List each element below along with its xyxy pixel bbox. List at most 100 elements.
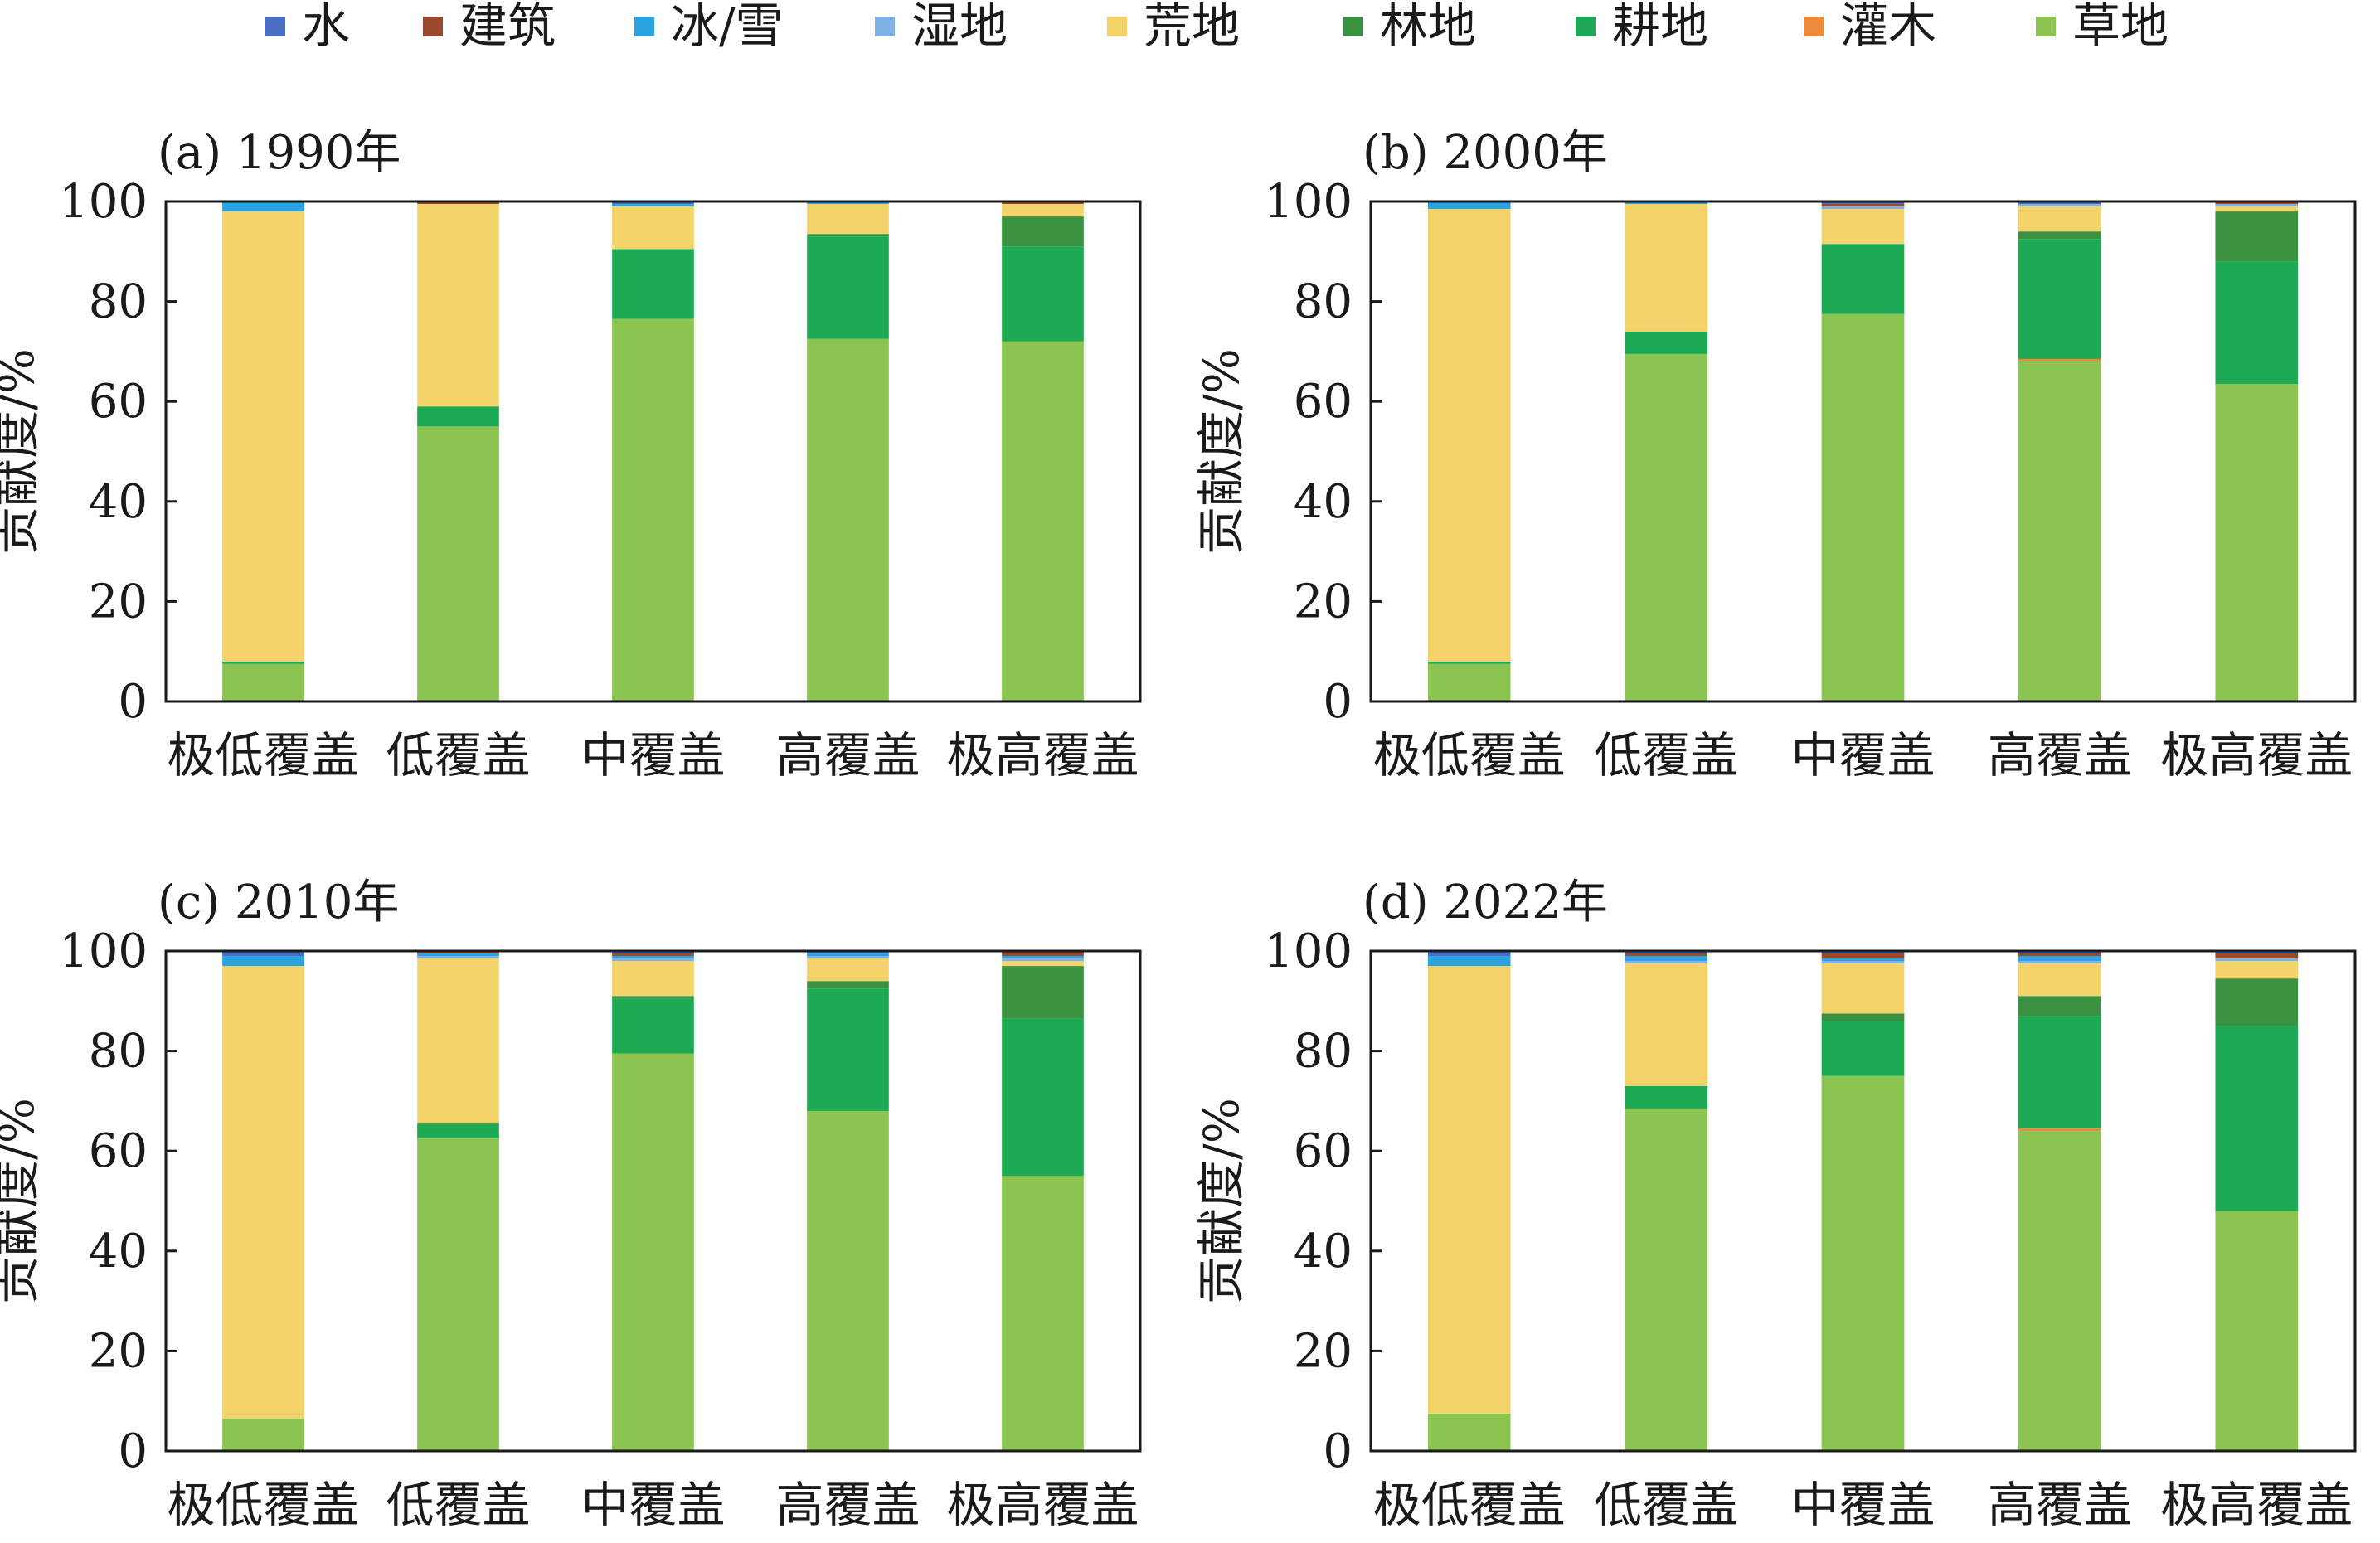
legend-swatch (265, 17, 285, 36)
bar-segment (1002, 204, 1084, 217)
legend-item: 水 (265, 0, 350, 54)
legend-swatch (1343, 17, 1363, 36)
bar-segment (222, 201, 304, 212)
x-tick-label: 极高覆盖 (946, 1477, 1139, 1533)
x-tick-label: 低覆盖 (1594, 727, 1738, 784)
legend: 水 建筑 冰/雪 湿地 荒地 林地 耕地 灌木 草地 (265, 0, 2169, 54)
legend-item: 荒地 (1107, 0, 1240, 54)
y-tick-label: 100 (59, 924, 148, 978)
bar-segment (1625, 1108, 1707, 1451)
bar-segment (417, 951, 499, 954)
plot-frame (164, 200, 1142, 703)
y-tick-label: 80 (89, 275, 148, 329)
legend-label: 灌木 (1840, 0, 1936, 54)
x-tick-label: 极低覆盖 (1373, 1477, 1566, 1533)
bar-segment (1427, 201, 1511, 210)
bar-segment (612, 958, 694, 962)
bar-segment (417, 201, 499, 205)
bar-segment (1002, 216, 1084, 247)
bar-segment (1427, 209, 1511, 662)
y-tick-label: 60 (89, 375, 148, 429)
y-tick-label: 40 (89, 475, 148, 529)
bar-segment (807, 338, 889, 701)
x-tick-label: 高覆盖 (775, 1477, 920, 1533)
bar-segment (1427, 956, 1511, 967)
x-tick-label: 低覆盖 (1594, 1477, 1738, 1533)
y-tick-label: 0 (1323, 675, 1353, 729)
bar-segment (1002, 1018, 1084, 1177)
bar-segment (2215, 206, 2299, 212)
legend-item: 耕地 (1576, 0, 1708, 54)
bar-segment (2215, 211, 2299, 262)
bar-segment (2215, 951, 2299, 954)
bar-segment (222, 966, 304, 1419)
bar-segment (612, 204, 694, 207)
bar-segment (1625, 961, 1707, 964)
plot-frame (1369, 200, 2357, 703)
bar-segment (807, 953, 889, 957)
legend-item: 冰/雪 (634, 0, 784, 54)
x-tick-label: 低覆盖 (386, 727, 530, 784)
bar-segment (2215, 978, 2299, 1026)
legend-swatch (423, 17, 443, 36)
bar-segment (1625, 331, 1707, 354)
bar-segment (2215, 201, 2299, 205)
bar-segment (2018, 956, 2101, 962)
legend-label: 荒地 (1144, 0, 1240, 54)
bar-segment (1427, 966, 1511, 1414)
y-tick-label: 100 (59, 175, 148, 229)
bar-segment (612, 249, 694, 319)
y-tick-label: 40 (1294, 475, 1353, 529)
bar-segment (2215, 1211, 2299, 1451)
bar-segment (1821, 206, 1905, 210)
bar-segment (1625, 951, 1707, 954)
legend-label: 冰/雪 (671, 0, 784, 54)
legend-item: 灌木 (1804, 0, 1936, 54)
bar-segment (612, 953, 694, 957)
bar-segment (1002, 201, 1084, 205)
bar-segment (2018, 231, 2101, 240)
bar-segment (1625, 963, 1707, 1086)
bar-segment (1625, 353, 1707, 701)
y-tick-label: 60 (1294, 375, 1353, 429)
bar-segment (417, 1138, 499, 1451)
bar-segment (1821, 1021, 1905, 1076)
y-tick-label: 80 (1294, 1025, 1353, 1079)
bar-segment (222, 951, 304, 957)
y-axis-label: 贡献度/% (1193, 1098, 1250, 1304)
bar-segment (807, 236, 889, 339)
bar-segment (1821, 953, 1905, 959)
y-tick-label: 20 (89, 1324, 148, 1378)
bar-segment (612, 956, 694, 959)
bar-segment (2018, 206, 2101, 232)
bar-segment (2215, 204, 2299, 207)
bar-segment (417, 956, 499, 959)
bar-segment (807, 956, 889, 959)
bar-segment (417, 953, 499, 957)
bar-segment (417, 204, 499, 407)
bar-segment (2215, 953, 2299, 959)
bar-segment (2018, 996, 2101, 1017)
plot-frame (1369, 949, 2357, 1453)
legend-swatch (875, 17, 895, 36)
legend-item: 湿地 (875, 0, 1008, 54)
x-tick-label: 中覆盖 (580, 727, 725, 784)
x-tick-label: 极低覆盖 (1373, 727, 1566, 784)
bar-segment (807, 988, 889, 1111)
y-axis-label: 贡献度/% (0, 1098, 45, 1304)
bar-segment (2018, 358, 2101, 361)
y-tick-label: 20 (1294, 575, 1353, 628)
bar-segment (222, 1418, 304, 1451)
bar-segment (2215, 261, 2299, 385)
bar-segment (1002, 1176, 1084, 1451)
bar-segment (1002, 956, 1084, 959)
bar-segment (807, 234, 889, 237)
bar-segment (2018, 1128, 2101, 1132)
bar-segment (1625, 953, 1707, 957)
bar-segment (1427, 661, 1511, 664)
bar-segment (1002, 246, 1084, 342)
legend-label: 水 (302, 0, 350, 54)
bar-segment (1821, 1075, 1905, 1451)
